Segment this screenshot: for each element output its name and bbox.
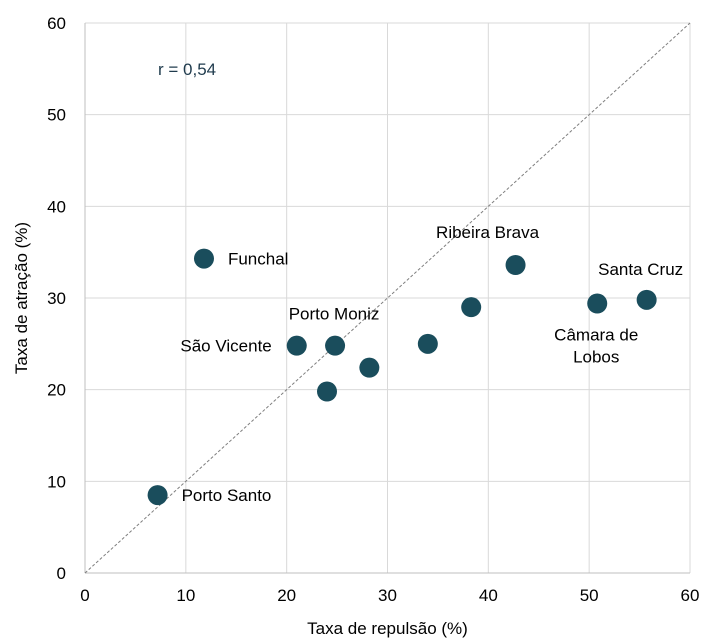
y-tick-label: 20 bbox=[47, 381, 66, 400]
point-labels: Funchal Porto Santo São Vicente Porto Moniz… bbox=[180, 223, 683, 505]
point-label: Porto Santo bbox=[182, 486, 272, 505]
data-point bbox=[636, 289, 657, 310]
x-tick-label: 0 bbox=[80, 586, 89, 605]
y-axis-title: Taxa de atração (%) bbox=[12, 222, 31, 374]
y-tick-label: 60 bbox=[47, 14, 66, 33]
point-label: São Vicente bbox=[180, 337, 271, 356]
data-point bbox=[193, 248, 214, 269]
x-axis-title: Taxa de repulsão (%) bbox=[307, 619, 468, 638]
data-point bbox=[286, 335, 307, 356]
data-point bbox=[417, 333, 438, 354]
data-point bbox=[147, 485, 168, 506]
data-point bbox=[359, 357, 380, 378]
point-label: Porto Moniz bbox=[289, 305, 380, 324]
x-tick-label: 30 bbox=[378, 586, 397, 605]
x-tick-label: 50 bbox=[580, 586, 599, 605]
x-tick-label: 10 bbox=[176, 586, 195, 605]
x-tick-label: 60 bbox=[681, 586, 700, 605]
reference-diagonal-line bbox=[84, 22, 691, 574]
data-point bbox=[505, 255, 526, 275]
point-label: Câmara de Lobos bbox=[554, 326, 638, 367]
data-points bbox=[147, 248, 657, 506]
x-tick-label: 40 bbox=[479, 586, 498, 605]
point-label: Funchal bbox=[228, 250, 288, 269]
data-point bbox=[317, 381, 337, 402]
correlation-annotation: r = 0,54 bbox=[158, 60, 216, 79]
y-tick-label: 10 bbox=[47, 472, 66, 491]
point-label: Santa Cruz bbox=[598, 260, 683, 279]
y-tick-label: 0 bbox=[57, 564, 66, 583]
data-point bbox=[461, 297, 482, 318]
y-tick-label: 50 bbox=[47, 106, 66, 125]
x-tick-label: 20 bbox=[277, 586, 296, 605]
data-point bbox=[325, 335, 346, 356]
y-tick-label: 30 bbox=[47, 289, 66, 308]
tick-labels: 0 10 20 30 40 50 60 0 10 20 30 40 50 60 bbox=[47, 14, 699, 605]
data-point bbox=[587, 293, 608, 314]
y-tick-label: 40 bbox=[47, 197, 66, 216]
axes bbox=[84, 23, 690, 574]
point-label: Ribeira Brava bbox=[436, 223, 540, 242]
